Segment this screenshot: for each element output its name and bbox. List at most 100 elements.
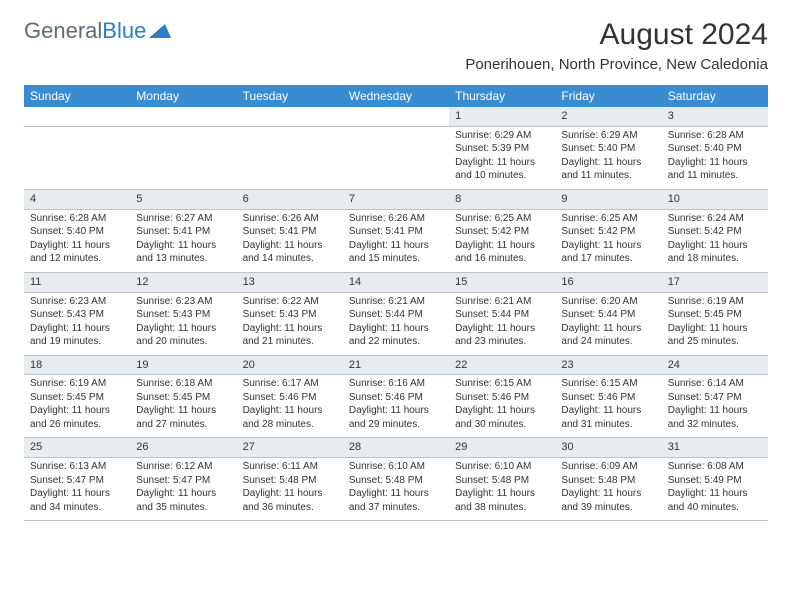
- day-info-line: Sunrise: 6:17 AM: [243, 377, 337, 391]
- day-info-line: Sunrise: 6:10 AM: [455, 460, 549, 474]
- day-info-line: and 17 minutes.: [561, 252, 655, 266]
- day-info-line: Daylight: 11 hours: [455, 239, 549, 253]
- day-number-cell: 19: [130, 355, 236, 375]
- day-number-cell: 9: [555, 189, 661, 209]
- day-number-cell: [237, 107, 343, 126]
- day-info-line: Sunrise: 6:10 AM: [349, 460, 443, 474]
- day-info-line: Sunset: 5:48 PM: [349, 474, 443, 488]
- day-info-line: Sunset: 5:44 PM: [561, 308, 655, 322]
- weekday-header: Saturday: [662, 85, 768, 107]
- day-info-line: Sunset: 5:40 PM: [30, 225, 124, 239]
- day-number-row: 25262728293031: [24, 438, 768, 458]
- day-details-cell: Sunrise: 6:10 AMSunset: 5:48 PMDaylight:…: [449, 458, 555, 521]
- day-info-line: Sunset: 5:43 PM: [243, 308, 337, 322]
- day-details-cell: Sunrise: 6:20 AMSunset: 5:44 PMDaylight:…: [555, 292, 661, 355]
- day-info-line: Daylight: 11 hours: [243, 239, 337, 253]
- day-info-line: and 18 minutes.: [668, 252, 762, 266]
- day-info-line: Sunset: 5:47 PM: [668, 391, 762, 405]
- day-details-cell: Sunrise: 6:29 AMSunset: 5:39 PMDaylight:…: [449, 126, 555, 189]
- day-number-cell: 11: [24, 272, 130, 292]
- day-info-line: Sunset: 5:41 PM: [243, 225, 337, 239]
- day-info-line: Sunrise: 6:28 AM: [668, 129, 762, 143]
- day-info-line: Sunrise: 6:12 AM: [136, 460, 230, 474]
- day-number-row: 18192021222324: [24, 355, 768, 375]
- day-info-line: Sunrise: 6:27 AM: [136, 212, 230, 226]
- day-info-line: Sunrise: 6:21 AM: [455, 295, 549, 309]
- day-info-line: Sunset: 5:44 PM: [349, 308, 443, 322]
- day-details-cell: [130, 126, 236, 189]
- day-details-cell: Sunrise: 6:29 AMSunset: 5:40 PMDaylight:…: [555, 126, 661, 189]
- day-info-line: Daylight: 11 hours: [349, 404, 443, 418]
- day-number-cell: 8: [449, 189, 555, 209]
- day-info-line: Sunset: 5:40 PM: [668, 142, 762, 156]
- day-info-line: Sunset: 5:46 PM: [561, 391, 655, 405]
- day-number-cell: 18: [24, 355, 130, 375]
- day-info-line: and 21 minutes.: [243, 335, 337, 349]
- month-title: August 2024: [465, 18, 768, 52]
- calendar-body: 123 Sunrise: 6:29 AMSunset: 5:39 PMDayli…: [24, 107, 768, 521]
- day-details-row: Sunrise: 6:19 AMSunset: 5:45 PMDaylight:…: [24, 375, 768, 438]
- day-info-line: and 24 minutes.: [561, 335, 655, 349]
- day-info-line: and 32 minutes.: [668, 418, 762, 432]
- day-number-cell: 30: [555, 438, 661, 458]
- day-details-cell: Sunrise: 6:19 AMSunset: 5:45 PMDaylight:…: [662, 292, 768, 355]
- weekday-header: Wednesday: [343, 85, 449, 107]
- day-number-cell: 4: [24, 189, 130, 209]
- day-info-line: Sunrise: 6:25 AM: [455, 212, 549, 226]
- day-info-line: Daylight: 11 hours: [349, 322, 443, 336]
- day-details-cell: [343, 126, 449, 189]
- day-details-cell: Sunrise: 6:17 AMSunset: 5:46 PMDaylight:…: [237, 375, 343, 438]
- day-info-line: Sunrise: 6:14 AM: [668, 377, 762, 391]
- day-info-line: and 35 minutes.: [136, 501, 230, 515]
- day-info-line: Sunrise: 6:24 AM: [668, 212, 762, 226]
- day-info-line: Daylight: 11 hours: [561, 156, 655, 170]
- day-number-cell: 6: [237, 189, 343, 209]
- day-info-line: Sunset: 5:43 PM: [30, 308, 124, 322]
- day-info-line: and 11 minutes.: [668, 169, 762, 183]
- day-info-line: Sunrise: 6:15 AM: [455, 377, 549, 391]
- day-info-line: Sunset: 5:49 PM: [668, 474, 762, 488]
- day-info-line: Daylight: 11 hours: [136, 239, 230, 253]
- day-info-line: Sunset: 5:42 PM: [668, 225, 762, 239]
- day-info-line: Sunset: 5:45 PM: [30, 391, 124, 405]
- day-details-cell: Sunrise: 6:27 AMSunset: 5:41 PMDaylight:…: [130, 209, 236, 272]
- day-info-line: Daylight: 11 hours: [349, 487, 443, 501]
- day-number-cell: 14: [343, 272, 449, 292]
- day-number-row: 11121314151617: [24, 272, 768, 292]
- day-details-cell: Sunrise: 6:26 AMSunset: 5:41 PMDaylight:…: [237, 209, 343, 272]
- weekday-header: Friday: [555, 85, 661, 107]
- day-info-line: and 11 minutes.: [561, 169, 655, 183]
- day-info-line: Sunrise: 6:19 AM: [668, 295, 762, 309]
- day-number-cell: 28: [343, 438, 449, 458]
- location-text: Ponerihouen, North Province, New Caledon…: [465, 56, 768, 73]
- day-info-line: Sunset: 5:41 PM: [136, 225, 230, 239]
- day-details-row: Sunrise: 6:29 AMSunset: 5:39 PMDaylight:…: [24, 126, 768, 189]
- weekday-header-row: Sunday Monday Tuesday Wednesday Thursday…: [24, 85, 768, 107]
- day-info-line: Sunrise: 6:18 AM: [136, 377, 230, 391]
- day-number-cell: 23: [555, 355, 661, 375]
- day-details-row: Sunrise: 6:23 AMSunset: 5:43 PMDaylight:…: [24, 292, 768, 355]
- day-info-line: and 37 minutes.: [349, 501, 443, 515]
- day-info-line: Sunset: 5:39 PM: [455, 142, 549, 156]
- day-info-line: Daylight: 11 hours: [668, 322, 762, 336]
- day-number-cell: 12: [130, 272, 236, 292]
- day-info-line: Daylight: 11 hours: [561, 404, 655, 418]
- day-number-cell: 13: [237, 272, 343, 292]
- day-info-line: and 40 minutes.: [668, 501, 762, 515]
- day-details-cell: Sunrise: 6:11 AMSunset: 5:48 PMDaylight:…: [237, 458, 343, 521]
- day-info-line: Daylight: 11 hours: [136, 404, 230, 418]
- day-info-line: Sunrise: 6:11 AM: [243, 460, 337, 474]
- day-info-line: Sunrise: 6:28 AM: [30, 212, 124, 226]
- day-info-line: Sunrise: 6:09 AM: [561, 460, 655, 474]
- day-info-line: and 30 minutes.: [455, 418, 549, 432]
- day-info-line: Daylight: 11 hours: [243, 487, 337, 501]
- day-info-line: and 28 minutes.: [243, 418, 337, 432]
- day-info-line: Daylight: 11 hours: [30, 322, 124, 336]
- day-info-line: Sunrise: 6:21 AM: [349, 295, 443, 309]
- day-info-line: Daylight: 11 hours: [30, 404, 124, 418]
- day-details-cell: Sunrise: 6:08 AMSunset: 5:49 PMDaylight:…: [662, 458, 768, 521]
- day-details-cell: Sunrise: 6:19 AMSunset: 5:45 PMDaylight:…: [24, 375, 130, 438]
- day-info-line: Sunrise: 6:23 AM: [30, 295, 124, 309]
- day-details-cell: Sunrise: 6:15 AMSunset: 5:46 PMDaylight:…: [555, 375, 661, 438]
- day-info-line: and 36 minutes.: [243, 501, 337, 515]
